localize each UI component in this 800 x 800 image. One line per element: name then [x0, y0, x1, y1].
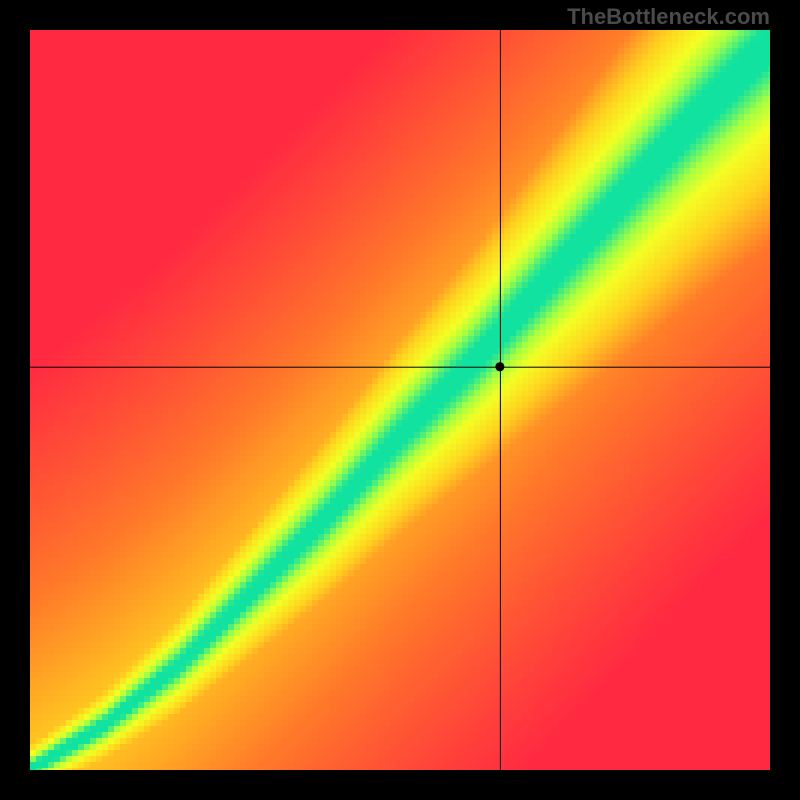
- heatmap-canvas: [30, 30, 770, 770]
- watermark-text: TheBottleneck.com: [567, 4, 770, 30]
- heatmap-plot: [30, 30, 770, 770]
